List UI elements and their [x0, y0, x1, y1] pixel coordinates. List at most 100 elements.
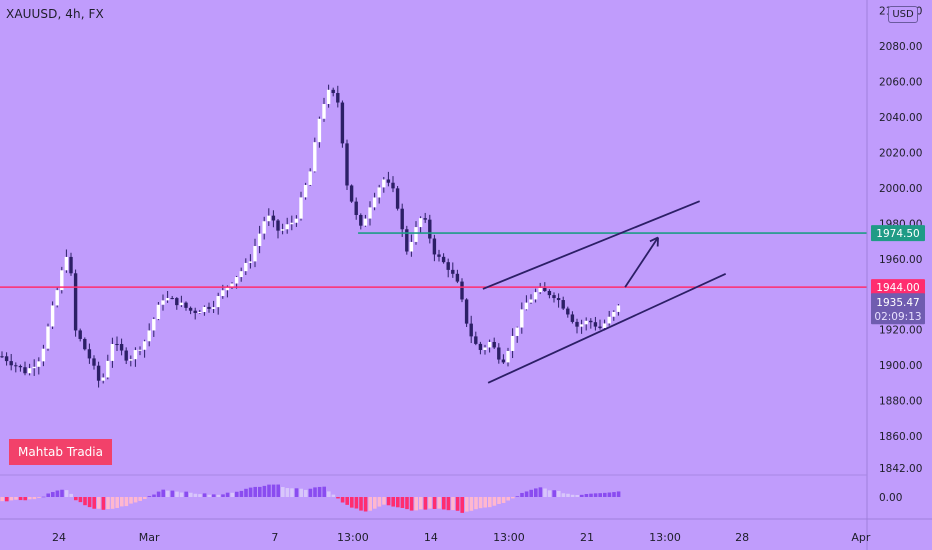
candle-body [317, 118, 322, 143]
x-tick-label: 14 [424, 531, 438, 544]
candle-body [313, 142, 317, 172]
x-tick-label: 13:00 [493, 531, 525, 544]
macd-bar [267, 484, 271, 497]
macd-bar [598, 493, 602, 497]
macd-bar [469, 497, 474, 511]
macd-bar [584, 493, 589, 497]
candle-body [73, 273, 78, 331]
candle-body [253, 246, 257, 262]
currency-button[interactable]: USD [888, 6, 918, 23]
macd-bar [290, 488, 294, 497]
macd-bar [129, 497, 133, 504]
macd-zero-label: 0.00 [879, 492, 902, 504]
candle-body [0, 356, 4, 358]
macd-bar [23, 497, 27, 501]
macd-bar [575, 494, 579, 497]
projection-arrow[interactable] [624, 237, 659, 288]
candle-body [405, 229, 409, 252]
candle-body [561, 300, 565, 309]
macd-bar [110, 497, 115, 509]
macd-bar [382, 497, 386, 505]
macd-bar [106, 497, 110, 510]
macd-bar [207, 494, 211, 497]
y-tick-label: 1900.00 [879, 360, 922, 372]
candle-body [262, 221, 266, 234]
macd-bar [161, 489, 165, 497]
candle-body [354, 201, 358, 215]
macd-bar [483, 497, 487, 508]
macd-bar [511, 497, 515, 499]
candle-body [101, 377, 105, 381]
macd-bar [198, 494, 202, 497]
macd-bar [0, 497, 4, 502]
candle-body [510, 335, 515, 351]
channel-trendline[interactable] [482, 200, 701, 290]
macd-bar [423, 497, 428, 510]
candle-body [248, 261, 253, 263]
candle-body [474, 336, 478, 344]
macd-bar [428, 497, 432, 509]
candle-body [345, 143, 349, 186]
macd-bar [603, 492, 607, 497]
macd-bar [193, 493, 198, 497]
price-label-box [871, 225, 925, 242]
candle-body [469, 323, 473, 337]
y-tick-label: 1880.00 [879, 396, 922, 408]
candle-body [32, 366, 36, 369]
macd-bar [248, 487, 253, 497]
macd-bar [538, 487, 543, 497]
macd-bar [363, 497, 368, 512]
candle-body [4, 356, 9, 362]
candle-body [161, 300, 165, 305]
candle-body [372, 197, 377, 208]
macd-bar [55, 490, 60, 497]
macd-bar [327, 491, 331, 497]
macd-bar [115, 497, 119, 508]
candle-body [267, 215, 271, 222]
candle-body [308, 171, 312, 185]
candle-body [294, 218, 299, 223]
macd-bar [557, 490, 561, 497]
candle-countdown: 02:09:13 [874, 311, 921, 323]
y-tick-label: 1842.00 [879, 463, 922, 475]
candle-body [152, 319, 156, 331]
macd-bar [285, 488, 290, 497]
macd-bar [373, 497, 377, 509]
macd-bar [64, 490, 69, 497]
candle-body [257, 233, 262, 247]
candle-body [198, 312, 202, 314]
candle-body [303, 184, 308, 198]
x-tick-label: 28 [735, 531, 749, 544]
candle-body [566, 308, 570, 315]
candle-body [46, 326, 50, 349]
macd-bar [506, 497, 510, 501]
candle-body [322, 103, 326, 119]
time-axis[interactable]: 24 Mar 7 13:00 14 13:00 21 13:00 28 Apr [52, 531, 871, 544]
macd-bar [152, 494, 156, 497]
candle-body [285, 224, 289, 230]
candle-body [441, 256, 446, 263]
candle-body [188, 307, 193, 311]
macd-bar [561, 493, 566, 497]
macd-bar [32, 497, 37, 500]
macd-bar [520, 492, 524, 497]
candle-body [382, 179, 386, 188]
macd-bar [74, 497, 78, 501]
macd-bar [492, 497, 497, 506]
current-price-text: 1935.47 [876, 297, 919, 309]
macd-bar [547, 490, 552, 497]
macd-bar [396, 497, 400, 508]
candle-body [556, 298, 561, 301]
candle-body [584, 320, 588, 325]
candle-body [87, 349, 92, 359]
macd-bar [465, 497, 469, 512]
symbol-label[interactable]: XAUUSD, 4h, FX [6, 7, 104, 21]
channel-trendline[interactable] [487, 273, 727, 384]
macd-bar [166, 490, 170, 497]
macd-bar [455, 497, 460, 511]
candle-body [501, 359, 506, 363]
macd-bar [37, 497, 41, 498]
macd-bar [400, 497, 405, 508]
